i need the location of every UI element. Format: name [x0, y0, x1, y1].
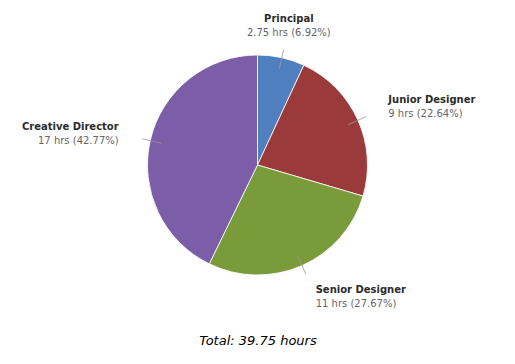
svg-text:Creative Director: Creative Director — [22, 120, 119, 131]
svg-text:11 hrs (27.67%): 11 hrs (27.67%) — [316, 298, 397, 309]
svg-text:2.75 hrs (6.92%): 2.75 hrs (6.92%) — [247, 27, 331, 38]
svg-text:Total: 39.75 hours: Total: 39.75 hours — [199, 333, 317, 348]
svg-text:Senior Designer: Senior Designer — [316, 284, 406, 295]
svg-text:Principal: Principal — [264, 13, 314, 24]
svg-text:9 hrs (22.64%): 9 hrs (22.64%) — [388, 108, 462, 119]
svg-text:17 hrs (42.77%): 17 hrs (42.77%) — [38, 134, 119, 145]
svg-text:Junior Designer: Junior Designer — [387, 94, 475, 105]
